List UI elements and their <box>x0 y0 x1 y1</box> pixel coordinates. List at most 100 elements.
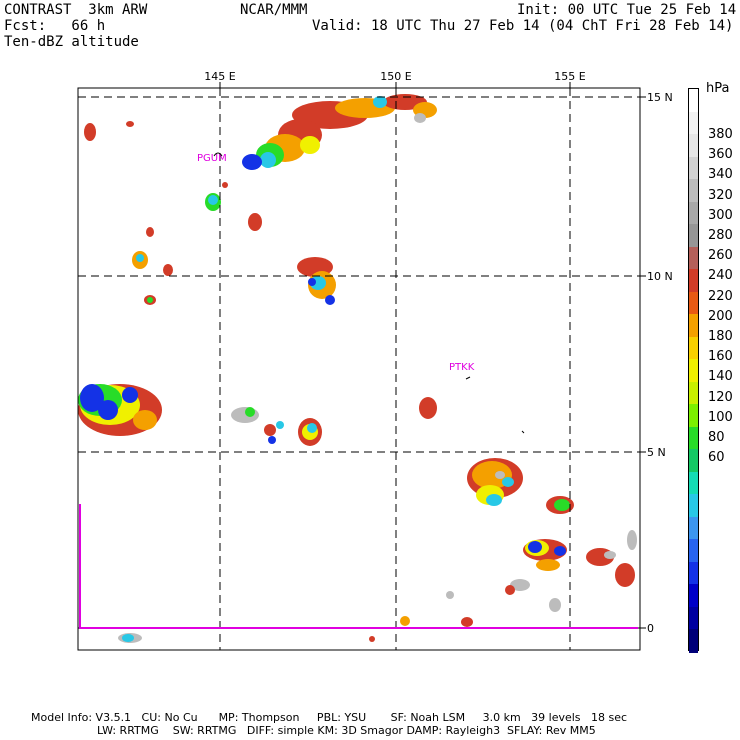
colorbar-tick-label: 180 <box>708 329 733 344</box>
storm-cell <box>231 407 259 423</box>
colorbar-segment <box>689 539 698 563</box>
storm-cell <box>414 113 426 123</box>
colorbar-tick-label: 340 <box>708 167 733 183</box>
colorbar-tick-label: 120 <box>708 389 733 405</box>
lat-label-10: 10 N <box>647 270 673 283</box>
colorbar-segment <box>689 606 698 631</box>
storm-cell <box>122 387 138 403</box>
storm-cell <box>208 195 218 205</box>
chuuk-island-mark <box>465 376 471 380</box>
lon-label-145: 145 E <box>204 70 235 83</box>
reflectivity-cells <box>78 94 637 643</box>
storm-cell <box>510 579 530 591</box>
storm-cell <box>604 551 616 559</box>
colorbar-segment <box>689 359 698 383</box>
storm-cell <box>554 499 570 511</box>
storm-cell <box>554 546 566 556</box>
storm-cell <box>505 585 515 595</box>
storm-cell <box>146 227 154 237</box>
storm-cell <box>80 384 104 412</box>
colorbar-segment <box>689 381 698 405</box>
frame-ticks <box>219 82 646 629</box>
model-info-line2: LW: RRTMG SW: RRTMG DIFF: simple KM: 3D … <box>97 724 596 737</box>
colorbar-segment <box>689 134 698 158</box>
domain-boundary <box>79 504 638 629</box>
colorbar-tick-label: 60 <box>708 450 725 466</box>
field-name: Ten-dBZ altitude <box>4 34 139 50</box>
colorbar-segment <box>689 516 698 540</box>
colorbar-segment <box>689 246 698 270</box>
storm-cell <box>222 182 228 188</box>
storm-cell <box>308 278 316 286</box>
storm-cell <box>84 123 96 141</box>
storm-cell <box>136 254 144 262</box>
colorbar-segment <box>689 471 698 495</box>
pohnpei-island-mark <box>521 430 525 434</box>
storm-cell <box>486 494 502 506</box>
storm-cell <box>400 616 410 626</box>
storm-cell <box>264 424 276 436</box>
storm-cell <box>307 423 317 433</box>
colorbar-segment <box>689 156 698 180</box>
storm-cell <box>495 471 505 479</box>
storm-cell <box>325 295 335 305</box>
colorbar-tick-label: 380 <box>708 127 733 142</box>
init-time: Init: 00 UTC Tue 25 Feb 14 <box>517 2 737 18</box>
storm-cell <box>461 617 473 627</box>
colorbar-segment <box>689 629 698 653</box>
colorbar-segment <box>689 224 698 248</box>
lat-label-15: 15 N <box>647 91 673 104</box>
storm-cell <box>373 96 387 108</box>
colorbar-segment <box>689 426 698 450</box>
storm-cell <box>133 410 157 430</box>
storm-cell <box>245 407 255 417</box>
storm-cell <box>98 400 118 420</box>
colorbar-tick-label: 320 <box>708 187 733 203</box>
colorbar-segment <box>689 179 698 203</box>
colorbar-segment <box>689 404 698 428</box>
map-frame <box>77 87 641 651</box>
colorbar-tick-label: 100 <box>708 409 733 425</box>
colorbar-segment <box>689 201 698 225</box>
storm-cell <box>369 636 375 642</box>
model-info-line1: Model Info: V3.5.1 CU: No Cu MP: Thompso… <box>31 711 628 724</box>
storm-cell <box>147 297 153 303</box>
colorbar-segment <box>689 336 698 360</box>
lat-label-0: 0 <box>647 622 654 635</box>
colorbar-segment <box>689 584 698 608</box>
storm-cell <box>419 397 437 419</box>
station-pgum: PGUM <box>197 153 227 164</box>
station-ptkk: PTKK <box>449 362 475 373</box>
lon-label-150: 150 E <box>380 70 411 83</box>
storm-cell <box>248 213 262 231</box>
storm-cell <box>126 121 134 127</box>
colorbar-segment <box>689 314 698 338</box>
center-label: NCAR/MMM <box>240 2 308 18</box>
colorbar <box>688 88 699 653</box>
storm-cell <box>242 154 262 170</box>
storm-cell <box>536 559 560 571</box>
storm-cell <box>260 152 276 168</box>
storm-cell <box>446 591 454 599</box>
colorbar-tick-label: 140 <box>708 369 733 385</box>
colorbar-tick-label: 360 <box>708 147 733 163</box>
storm-cell <box>268 436 276 444</box>
storm-cell <box>502 477 514 487</box>
storm-cell <box>549 598 561 612</box>
colorbar-tick-label: 80 <box>708 430 725 445</box>
colorbar-segment <box>689 494 698 518</box>
colorbar-tick-label: 220 <box>708 288 733 304</box>
colorbar-tick-label: 200 <box>708 308 733 324</box>
colorbar-segment <box>689 561 698 586</box>
colorbar-tick-label: 260 <box>708 248 733 264</box>
storm-cell <box>528 541 542 553</box>
storm-cell <box>615 563 635 587</box>
storm-cell <box>627 530 637 550</box>
model-title: CONTRAST 3km ARW <box>4 2 148 18</box>
storm-cell <box>163 264 173 276</box>
valid-time: Valid: 18 UTC Thu 27 Feb 14 (04 ChT Fri … <box>312 18 734 34</box>
guam-island-outline <box>213 152 223 157</box>
storm-cell <box>276 421 284 429</box>
colorbar-segment <box>689 89 698 113</box>
